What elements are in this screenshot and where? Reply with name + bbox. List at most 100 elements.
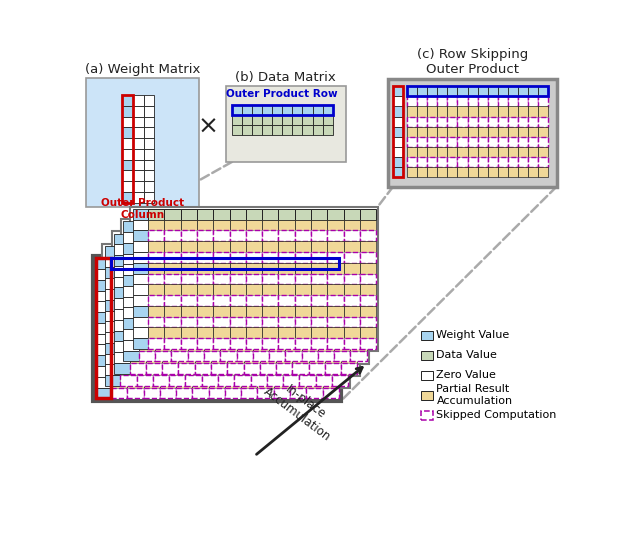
Bar xyxy=(458,147,467,156)
Bar xyxy=(250,321,267,332)
Bar xyxy=(269,318,285,329)
Bar xyxy=(155,232,172,243)
Bar xyxy=(528,167,538,176)
Bar xyxy=(204,265,220,275)
Bar xyxy=(193,345,209,355)
Bar xyxy=(197,274,213,285)
Bar xyxy=(179,287,195,298)
Bar xyxy=(260,255,276,266)
Bar xyxy=(127,355,143,366)
Bar xyxy=(127,291,143,301)
Bar xyxy=(276,298,292,309)
Bar xyxy=(105,278,120,289)
Bar xyxy=(230,209,246,220)
Bar xyxy=(508,156,518,167)
Text: Data Value: Data Value xyxy=(436,350,497,360)
Bar xyxy=(351,286,367,296)
Bar xyxy=(209,323,225,334)
Bar xyxy=(132,285,148,295)
Bar xyxy=(148,338,164,349)
Bar xyxy=(282,115,292,125)
Bar xyxy=(312,105,323,115)
Bar xyxy=(179,309,195,320)
Bar xyxy=(307,312,323,323)
Bar xyxy=(209,387,225,398)
Bar xyxy=(300,289,316,300)
Bar xyxy=(300,343,316,354)
Bar xyxy=(237,243,253,254)
Bar xyxy=(518,167,528,176)
Bar xyxy=(122,149,132,160)
Bar xyxy=(311,338,327,349)
Bar xyxy=(327,230,344,241)
Bar xyxy=(111,312,127,323)
Bar xyxy=(341,298,358,309)
Bar xyxy=(220,232,237,243)
Bar xyxy=(518,96,528,107)
Bar xyxy=(300,332,316,343)
Bar xyxy=(160,387,176,398)
Bar xyxy=(153,343,169,354)
Bar xyxy=(269,307,285,318)
Bar xyxy=(283,267,300,278)
Bar xyxy=(262,125,272,135)
Bar xyxy=(227,266,244,276)
Bar xyxy=(323,291,339,301)
Bar xyxy=(146,255,162,266)
Bar xyxy=(467,96,477,107)
Bar xyxy=(292,298,308,309)
Bar xyxy=(143,366,160,377)
Bar xyxy=(262,105,272,115)
Bar xyxy=(252,115,262,125)
Bar xyxy=(528,127,538,136)
Bar xyxy=(139,307,155,318)
Bar xyxy=(202,278,218,289)
Bar xyxy=(252,125,262,135)
Bar xyxy=(290,301,307,312)
Bar xyxy=(488,136,498,147)
Bar xyxy=(213,230,230,241)
Bar xyxy=(246,274,262,285)
Bar xyxy=(132,230,148,241)
Bar xyxy=(193,387,209,398)
Bar xyxy=(334,351,351,361)
Bar xyxy=(136,256,153,267)
Bar xyxy=(327,220,344,230)
Bar xyxy=(146,331,162,341)
Bar xyxy=(272,105,282,115)
Bar xyxy=(267,311,283,321)
Bar xyxy=(195,320,211,331)
Bar xyxy=(186,278,202,289)
Bar xyxy=(197,285,213,295)
Bar xyxy=(508,116,518,127)
Bar xyxy=(325,245,341,255)
Bar xyxy=(318,351,334,361)
Bar xyxy=(176,366,193,377)
Bar xyxy=(360,263,376,274)
Bar xyxy=(458,87,467,96)
Bar xyxy=(164,295,180,306)
Bar xyxy=(124,351,139,361)
Text: (b) Data Matrix: (b) Data Matrix xyxy=(236,71,336,84)
Bar xyxy=(257,323,274,334)
Bar xyxy=(230,338,246,349)
Bar xyxy=(129,298,146,309)
Bar xyxy=(143,192,154,203)
Bar xyxy=(274,355,290,366)
Bar xyxy=(360,241,376,252)
Bar xyxy=(325,341,341,352)
Bar xyxy=(132,241,148,252)
Bar xyxy=(498,167,508,176)
Bar xyxy=(120,267,136,278)
Bar xyxy=(213,209,230,220)
Bar xyxy=(274,323,290,334)
Bar xyxy=(114,255,129,266)
Bar xyxy=(253,296,269,307)
Bar xyxy=(195,266,211,276)
Bar xyxy=(262,316,278,327)
Bar xyxy=(308,287,325,298)
Bar xyxy=(253,329,269,340)
Bar xyxy=(188,296,204,307)
Bar xyxy=(538,147,548,156)
Bar xyxy=(180,274,197,285)
